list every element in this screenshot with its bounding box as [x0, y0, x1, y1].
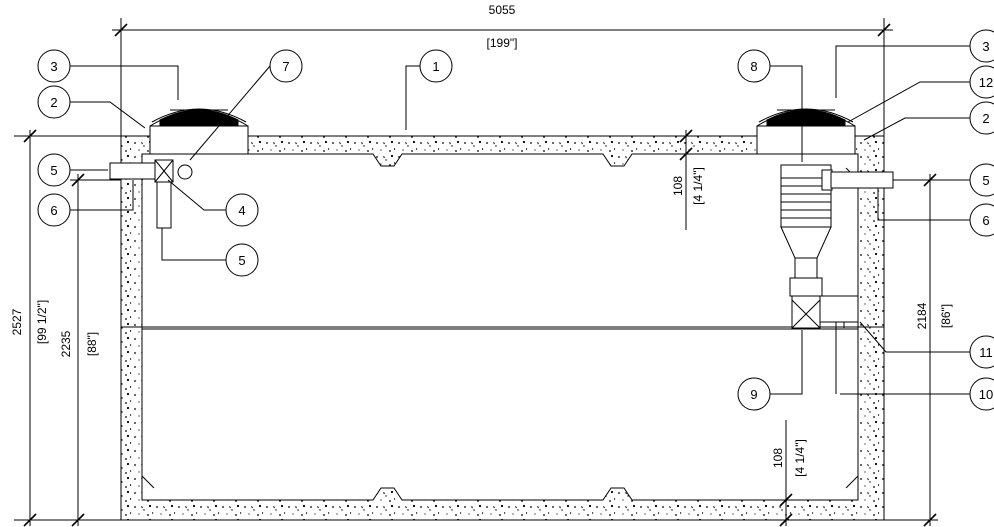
liquid-height-in: [86"]: [939, 304, 953, 328]
tank-walls: [120, 135, 885, 521]
callout-circle-6-right: [969, 203, 994, 237]
left-riser-cover: [149, 108, 249, 155]
callout-circle-2-left: [37, 85, 71, 119]
callout-8: 8: [750, 59, 757, 74]
callout-circle-8: [737, 49, 771, 83]
effluent-filter-assembly: [780, 164, 894, 394]
callout-circle-11: [969, 335, 994, 369]
callout-5-left-bottom: 5: [238, 253, 245, 268]
callout-10: 10: [979, 387, 993, 402]
inner-height-in: [88"]: [85, 332, 99, 356]
callout-circle-1: [419, 49, 453, 83]
right-riser-cover: [756, 108, 856, 155]
callout-3-left: 3: [50, 59, 57, 74]
vent-circle: [177, 164, 193, 180]
callout-bubbles: [37, 29, 994, 411]
callout-4: 4: [238, 203, 245, 218]
inner-height-mm: 2235: [59, 330, 73, 357]
left-inlet-pipe: [109, 159, 193, 229]
callout-circle-5-left-bottom: [225, 243, 259, 277]
callout-circle-5-right: [969, 163, 994, 197]
callout-circle-12: [969, 65, 994, 99]
callout-12: 12: [979, 75, 993, 90]
callout-circle-7: [269, 49, 303, 83]
overall-width-in: [199"]: [487, 36, 518, 50]
callout-1: 1: [432, 59, 439, 74]
bottom-slab-mm: 108: [771, 448, 785, 468]
liquid-height-mm: 2184: [915, 302, 929, 329]
callout-3-right: 3: [982, 39, 989, 54]
bottom-slab-in: [4 1/4"]: [793, 439, 807, 477]
dimension-lines: [14, 18, 938, 527]
callout-7: 7: [282, 59, 289, 74]
callout-circle-2-right: [969, 101, 994, 135]
callout-leaders: [70, 45, 970, 395]
overall-height-mm: 2527: [10, 308, 24, 335]
callout-5-left-top: 5: [50, 163, 57, 178]
top-slab-mm: 108: [671, 176, 685, 196]
top-slab-in: [4 1/4"]: [691, 167, 705, 205]
callout-circle-3-right: [969, 29, 994, 63]
callout-circle-4: [225, 193, 259, 227]
callout-2-left: 2: [50, 95, 57, 110]
callout-circle-3-left: [37, 49, 71, 83]
overall-height-in: [99 1/2"]: [35, 300, 49, 344]
overall-width-mm: 5055: [489, 3, 516, 17]
callout-circle-5-left-top: [37, 153, 71, 187]
callout-circle-9: [737, 377, 771, 411]
callout-5-right: 5: [982, 173, 989, 188]
callout-6-right: 6: [982, 213, 989, 228]
callout-9: 9: [750, 387, 757, 402]
callout-11: 11: [979, 345, 993, 360]
callout-circle-6-left: [37, 193, 71, 227]
callout-circle-10: [969, 377, 994, 411]
callout-2-right: 2: [982, 111, 989, 126]
callout-6-left: 6: [50, 203, 57, 218]
